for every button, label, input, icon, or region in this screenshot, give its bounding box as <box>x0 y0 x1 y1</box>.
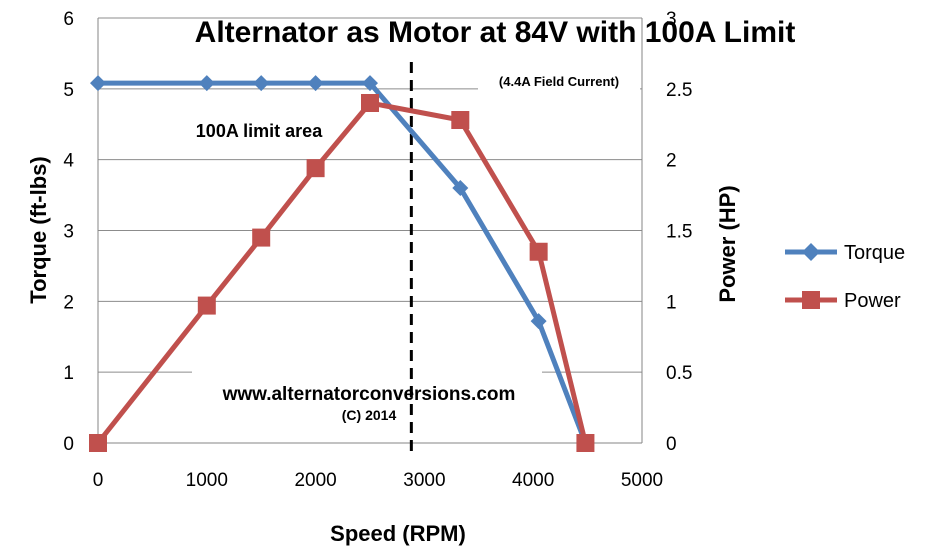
data-point-torque <box>452 180 469 196</box>
data-point-power <box>361 94 379 112</box>
y2-tick-label: 0.5 <box>666 363 692 384</box>
data-point-power <box>89 434 107 452</box>
series-line-torque <box>98 80 588 444</box>
data-point-torque <box>307 75 324 92</box>
x-tick-label: 5000 <box>621 470 663 491</box>
y-tick-label: 5 <box>63 80 74 101</box>
y-tick-label: 2 <box>63 292 74 313</box>
y-tick-label: 0 <box>63 434 74 455</box>
data-point-power <box>306 159 325 178</box>
y2-tick-label: 2.5 <box>666 80 692 101</box>
data-point-torque <box>362 75 378 92</box>
x-tick-label: 4000 <box>512 470 554 491</box>
series-torque <box>90 75 594 451</box>
field-current-bg <box>478 68 640 92</box>
legend-label-torque: Torque <box>844 242 905 264</box>
y-tick-labels: 0 1 2 3 4 5 6 <box>63 9 74 455</box>
x-tick-labels: 0 1000 2000 3000 4000 5000 <box>93 470 663 491</box>
x-tick-label: 3000 <box>403 470 445 491</box>
limit-area-annotation: 100A limit area <box>196 121 323 141</box>
x-tick-label: 2000 <box>294 470 336 491</box>
y2-tick-label: 3 <box>666 9 677 30</box>
copyright-annotation: (C) 2014 <box>342 407 397 423</box>
x-tick-label: 1000 <box>186 470 228 491</box>
field-current-annotation: (4.4A Field Current) <box>499 74 619 89</box>
data-point-torque <box>530 313 547 330</box>
x-axis-label: Speed (RPM) <box>330 521 466 546</box>
y-tick-label: 4 <box>63 151 74 172</box>
y-tick-label: 6 <box>63 9 74 30</box>
data-point-torque <box>90 75 106 92</box>
series-line-power <box>96 100 588 445</box>
website-bg <box>192 364 542 426</box>
chart-title: Alternator as Motor at 84V with 100A Lim… <box>195 16 796 49</box>
x-tick-label: 0 <box>93 470 104 491</box>
legend-item-power: Power <box>785 290 901 312</box>
legend: Torque Power <box>785 242 905 312</box>
data-point-power <box>576 434 595 452</box>
y-axis-label: Torque (ft-lbs) <box>26 156 51 303</box>
data-point-power <box>529 242 548 261</box>
y2-tick-label: 1 <box>666 292 677 313</box>
series-power <box>89 94 595 452</box>
y2-tick-label: 0 <box>666 434 677 455</box>
legend-marker-power <box>802 291 820 309</box>
legend-marker-torque <box>802 243 820 261</box>
y2-tick-label: 1.5 <box>666 222 692 243</box>
data-point-power <box>197 296 216 315</box>
data-point-power <box>451 111 470 129</box>
y2-axis-label: Power (HP) <box>715 185 740 302</box>
y-tick-label: 1 <box>63 363 74 384</box>
y2-tick-label: 2 <box>666 151 677 172</box>
legend-label-power: Power <box>844 290 901 312</box>
data-point-torque <box>198 75 215 92</box>
data-point-power <box>252 228 271 247</box>
data-point-torque <box>253 75 270 92</box>
limit-area-bg <box>178 117 342 143</box>
y-tick-label: 3 <box>63 222 74 243</box>
y2-tick-labels: 0 0.5 1 1.5 2 2.5 3 <box>666 9 692 455</box>
website-annotation: www.alternatorconversions.com <box>222 384 516 405</box>
legend-item-torque: Torque <box>785 242 905 264</box>
